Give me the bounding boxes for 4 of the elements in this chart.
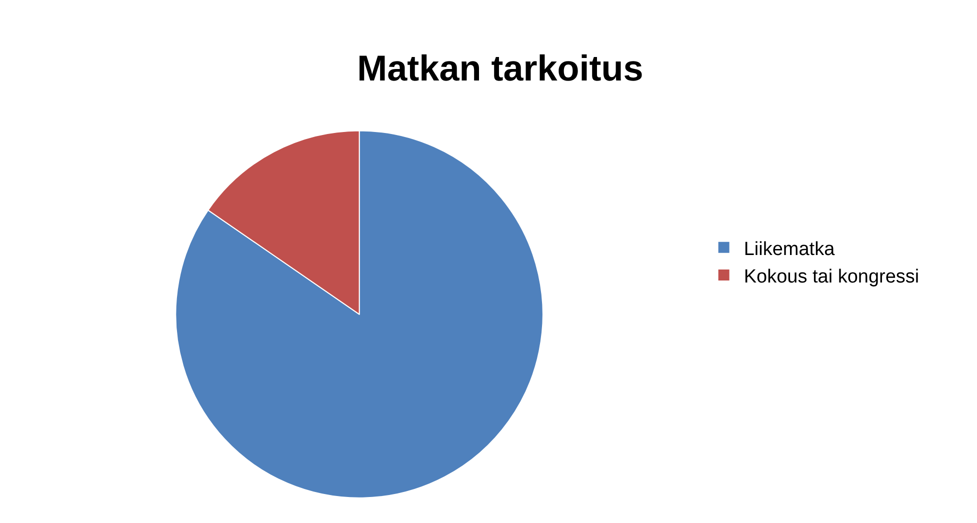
pie-slice	[175, 130, 544, 498]
legend-label: Kokous tai kongressi	[744, 266, 920, 288]
chart-title: Matkan tarkoitus	[357, 48, 644, 89]
legend-label: Liikematka	[744, 238, 836, 260]
